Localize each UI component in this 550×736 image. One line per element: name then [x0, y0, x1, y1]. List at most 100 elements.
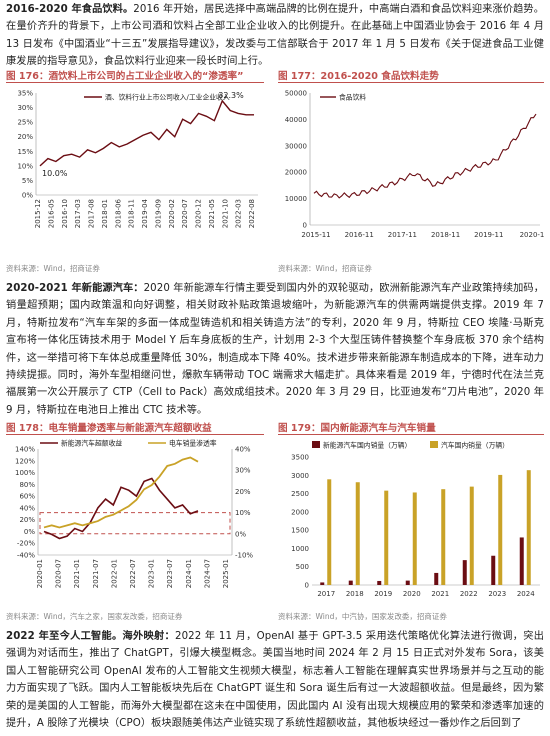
x-tick-label: 2020-07: [55, 559, 63, 588]
x-tick-label: 2023-07: [166, 559, 174, 588]
bar-auto-sales: [412, 492, 417, 585]
y-tick-label: 20000: [285, 169, 307, 177]
x-tick-label: 2021-07: [92, 559, 100, 588]
y-tick-label: 20%: [17, 133, 33, 141]
bar-auto-sales: [327, 479, 332, 585]
x-tick-label: 2023-01: [148, 559, 156, 588]
y-left-tick-label: 0%: [24, 528, 35, 536]
x-tick-label: 2024-01: [185, 559, 193, 588]
y-tick-label: 40000: [285, 116, 307, 124]
x-tick-label: 2021-05: [208, 199, 216, 228]
y-left-tick-label: 60%: [19, 493, 35, 501]
x-tick-label: 2024: [517, 590, 535, 598]
bar-auto-sales: [498, 474, 503, 585]
x-tick-label: 2021: [431, 590, 449, 598]
legend-label: 酒、饮料行业上市公司收入/工业企业收入: [105, 93, 230, 102]
x-tick-label: 2020-01: [36, 559, 44, 588]
fig177-source: 资料来源：Wind，招商证券: [278, 264, 372, 273]
bar-auto-sales: [441, 489, 446, 585]
legend-label-1: 新能源汽车超额收益: [61, 439, 122, 448]
legend-label-2: 汽车国内销量（万辆）: [441, 441, 509, 450]
y-tick-label: 35%: [17, 90, 33, 98]
y-left-tick-label: 80%: [19, 481, 35, 489]
x-tick-label: 2022-07: [129, 559, 137, 588]
y-tick-label: 10000: [285, 195, 307, 203]
y-left-tick-label: 120%: [15, 457, 35, 465]
x-tick-label: 2020-12: [195, 199, 203, 228]
bar-auto-sales: [526, 470, 531, 585]
bar-nev-sales: [462, 560, 467, 585]
y-tick-label: 1000: [291, 545, 309, 553]
fig177-chart: 0 10000 20000 30000 40000 50000 2015-11 2016-11…: [285, 90, 545, 240]
y-tick-label: 30000: [285, 142, 307, 150]
fig176-title: 图 176：酒饮料上市公司的占工业企业收入的“渗透率”: [6, 71, 244, 82]
section3-heading: 2022 年至今人工智能。: [6, 631, 123, 642]
x-tick-label: 2021-10: [221, 199, 229, 228]
y-right-tick-label: 30%: [235, 467, 251, 475]
section3-heading2: 海外映射：: [122, 631, 175, 642]
fig178-chart: -40% -20% 0% 20% 40% 60% 80% 100% 120% 140% -10% 0%…: [15, 439, 253, 589]
x-tick-label: 2019-04: [141, 198, 149, 228]
bar-auto-sales: [469, 486, 474, 585]
y-tick-label: 0: [305, 582, 309, 590]
bar-nev-sales: [377, 580, 382, 585]
bar-nev-sales: [434, 572, 439, 585]
y-tick-label: 0: [303, 222, 307, 230]
x-tick-label: 2017-03: [74, 199, 82, 228]
x-tick-label: 2017-11: [388, 231, 417, 239]
x-tick-label: 2022-01: [110, 559, 118, 588]
legend-swatch-1: [312, 441, 320, 448]
x-tick-label: 2021-01: [73, 559, 81, 588]
y-tick-label: 2000: [291, 508, 309, 516]
x-tick-label: 2018-06: [114, 198, 122, 228]
y-left-tick-label: -40%: [17, 552, 35, 560]
series-line: [39, 99, 254, 167]
y-tick-label: 0%: [22, 192, 33, 200]
fig178-source: 资料来源：Wind，汽车之家，国家发改委，招商证券: [6, 612, 183, 621]
x-tick-label: 2015-12: [34, 199, 42, 228]
bar-auto-sales: [384, 490, 389, 585]
y-left-tick-label: 20%: [19, 516, 35, 524]
x-tick-label: 2016-10: [61, 199, 69, 228]
bar-auto-sales: [355, 482, 360, 585]
y-tick-label: 1500: [291, 527, 309, 535]
x-tick-label: 2019-09: [154, 199, 162, 228]
x-tick-label: 2022-03: [235, 199, 243, 228]
x-tick-label: 2025-01: [222, 559, 230, 588]
x-tick-label: 2018: [346, 590, 364, 598]
highlight-box: [39, 512, 231, 535]
x-tick-label: 2020-02: [168, 199, 176, 228]
fig178-title: 图 178：电车销量渗透率与新能源汽车超额收益: [6, 423, 212, 434]
bar-nev-sales: [519, 537, 524, 585]
section1-text: 2016 年开始，居民选择中高端品牌的比例在提升，中高端白酒和食品饮料迎来涨价趋…: [6, 4, 544, 68]
series-excess-return: [43, 477, 199, 540]
y-right-tick-label: -10%: [235, 552, 253, 560]
section1-heading: 2016-2020 年食品饮料。: [6, 4, 134, 15]
section1-paragraph: 2016-2020 年食品饮料。2016 年开始，居民选择中高端品牌的比例在提升…: [6, 1, 544, 71]
legend-label-1: 新能源汽车国内销量（万辆）: [323, 441, 411, 450]
x-tick-label: 2023: [488, 590, 506, 598]
series-penetration: [43, 456, 199, 529]
y-right-tick-label: 10%: [235, 509, 251, 517]
y-tick-label: 25%: [17, 119, 33, 127]
x-tick-label: 2022-08: [248, 199, 256, 228]
x-tick-label: 2016-05: [47, 199, 55, 228]
x-tick-label: 2020-1: [520, 231, 545, 239]
y-right-tick-label: 20%: [235, 488, 251, 496]
x-tick-label: 2024-07: [203, 559, 211, 588]
x-tick-label: 2017-08: [88, 199, 96, 228]
x-tick-label: 2018-11: [128, 199, 136, 228]
section3-text: 2022 年 11 月，OpenAI 基于 GPT-3.5 采用迭代策略优化算法…: [6, 631, 544, 730]
fig177-title: 图 177：2016-2020 食品饮料走势: [278, 71, 439, 82]
section3-paragraph: 2022 年至今人工智能。海外映射：2022 年 11 月，OpenAI 基于 …: [6, 628, 544, 736]
fig176-title-rule: [6, 82, 264, 83]
y-left-tick-label: 40%: [19, 504, 35, 512]
annotation-low: 10.0%: [42, 169, 68, 178]
x-tick-label: 2016-11: [345, 231, 374, 239]
x-tick-label: 2019-11: [474, 231, 503, 239]
x-tick-label: 2015-11: [301, 231, 330, 239]
x-tick-label: 2022: [460, 590, 478, 598]
bar-nev-sales: [348, 580, 353, 585]
section2-text: 2020 年新能源车行情主要受到国内外的双轮驱动，欧洲新能源汽车产业政策持续加码…: [6, 283, 545, 416]
y-tick-label: 30%: [17, 104, 33, 112]
